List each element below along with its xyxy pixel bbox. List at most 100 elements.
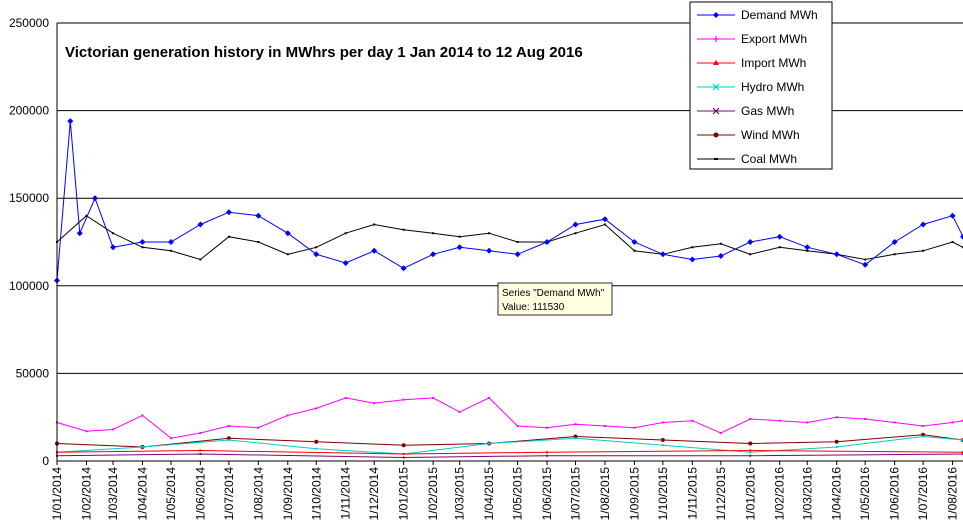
x-tick-label: 1/08/2014	[251, 467, 265, 521]
x-tick-label: 1/10/2014	[309, 467, 323, 521]
data-point-demand-mwh	[197, 221, 204, 228]
x-tick-label: 1/01/2015	[397, 467, 411, 521]
chart-title: Victorian generation history in MWhrs pe…	[65, 44, 583, 61]
data-point-demand-mwh	[284, 230, 291, 237]
data-point-gas-mwh	[402, 456, 405, 459]
tooltip-series-text: Series "Demand MWh"	[502, 288, 605, 299]
data-point-demand-mwh	[313, 251, 320, 258]
data-point-demand-mwh	[225, 209, 232, 216]
x-tick-label: 1/04/2016	[830, 467, 844, 521]
data-point-coal-mwh	[373, 223, 376, 226]
data-point-coal-mwh	[286, 253, 289, 256]
x-tick-label: 1/03/2015	[453, 467, 467, 521]
data-point-export-mwh	[691, 419, 694, 422]
x-tick-label: 1/03/2016	[800, 467, 814, 521]
data-point-hydro-mwh	[574, 437, 577, 440]
data-point-coal-mwh	[864, 258, 867, 261]
data-point-demand-mwh	[920, 221, 927, 228]
data-point-demand-mwh	[804, 244, 811, 251]
data-point-wind-mwh	[401, 443, 406, 448]
y-tick-label: 200000	[9, 104, 49, 118]
data-point-export-mwh	[488, 396, 491, 399]
data-point-export-mwh	[574, 423, 577, 426]
data-point-coal-mwh	[806, 249, 809, 252]
tooltip-box	[497, 282, 613, 316]
data-point-demand-mwh	[110, 244, 117, 251]
x-tick-label: 1/06/2016	[888, 467, 902, 521]
data-point-export-mwh	[458, 410, 461, 413]
data-point-export-mwh	[141, 414, 144, 417]
data-point-export-mwh	[199, 431, 202, 434]
legend-label: Gas MWh	[741, 104, 794, 118]
legend: Demand MWh Export MWh Import MWh Hydro MWh G…	[689, 1, 833, 170]
data-point-coal-mwh	[516, 241, 519, 243]
legend-marker	[713, 12, 719, 18]
legend-label: Demand MWh	[741, 8, 818, 22]
data-point-demand-mwh	[486, 247, 493, 254]
data-point-coal-mwh	[633, 249, 636, 252]
data-point-gas-mwh	[546, 454, 549, 457]
data-point-demand-mwh	[631, 239, 638, 245]
series-line-gas-mwh	[56, 453, 963, 459]
data-point-demand-mwh	[601, 216, 608, 223]
data-point-coal-mwh	[432, 232, 435, 235]
data-point-hydro-mwh	[661, 444, 664, 447]
x-tick-label: 1/03/2014	[106, 467, 120, 521]
data-point-demand-mwh	[689, 256, 696, 263]
data-point-coal-mwh	[458, 235, 461, 238]
data-point-export-mwh	[516, 424, 519, 427]
data-point-gas-mwh	[749, 454, 752, 457]
data-point-coal-mwh	[257, 241, 260, 243]
data-point-demand-mwh	[91, 195, 98, 202]
data-point-coal-mwh	[893, 253, 896, 256]
y-tick-label: 150000	[9, 191, 49, 205]
data-point-demand-mwh	[67, 118, 74, 125]
x-tick-label: 1/01/2014	[50, 467, 64, 521]
tooltip-value-text: Value: 111530	[502, 302, 565, 313]
data-point-demand-mwh	[544, 239, 551, 245]
data-point-import-mwh	[199, 449, 202, 452]
series-line-import-mwh	[56, 449, 963, 455]
data-point-export-mwh	[806, 421, 809, 424]
data-point-coal-mwh	[85, 214, 88, 217]
data-point-export-mwh	[112, 428, 115, 431]
x-tick-label: 1/04/2014	[135, 467, 149, 521]
data-point-demand-mwh	[139, 239, 146, 245]
data-point-wind-mwh	[314, 439, 319, 444]
x-tick-label: 1/09/2015	[627, 467, 641, 521]
data-point-demand-mwh	[400, 265, 407, 272]
data-point-coal-mwh	[778, 246, 781, 249]
data-point-coal-mwh	[951, 241, 954, 243]
data-point-coal-mwh	[227, 235, 230, 238]
data-point-export-mwh	[749, 417, 752, 420]
data-point-hydro-mwh	[315, 447, 318, 450]
series-line-hydro-mwh	[56, 435, 963, 455]
x-tick-label: 1/07/2016	[916, 467, 930, 521]
data-point-coal-mwh	[749, 253, 752, 256]
x-axis-ticks: 1/01/2014 1/02/2014 1/03/2014 1/04/2014 1/05…	[50, 461, 960, 520]
legend-label: Export MWh	[741, 32, 807, 46]
data-point-coal-mwh	[488, 232, 491, 235]
data-point-export-mwh	[402, 398, 405, 401]
data-point-hydro-mwh	[488, 442, 491, 445]
data-point-demand-mwh	[430, 251, 437, 258]
data-point-export-mwh	[951, 421, 954, 424]
data-point-export-mwh	[344, 396, 347, 399]
legend-marker	[714, 158, 718, 160]
legend-marker	[713, 36, 719, 42]
legend-label: Coal MWh	[741, 152, 797, 166]
data-point-coal-mwh	[141, 246, 144, 249]
x-tick-label: 1/10/2015	[656, 467, 670, 521]
data-point-demand-mwh	[76, 230, 83, 237]
data-point-demand-mwh	[342, 260, 349, 267]
data-point-demand-mwh	[833, 251, 840, 258]
x-tick-label: 1/12/2014	[367, 467, 381, 521]
data-point-export-mwh	[835, 416, 838, 419]
data-point-demand-mwh	[514, 251, 521, 258]
data-point-export-mwh	[778, 419, 781, 422]
data-point-hydro-mwh	[835, 445, 838, 448]
data-point-demand-mwh	[776, 233, 783, 240]
data-point-demand-mwh	[862, 261, 869, 268]
data-point-demand-mwh	[255, 212, 262, 219]
